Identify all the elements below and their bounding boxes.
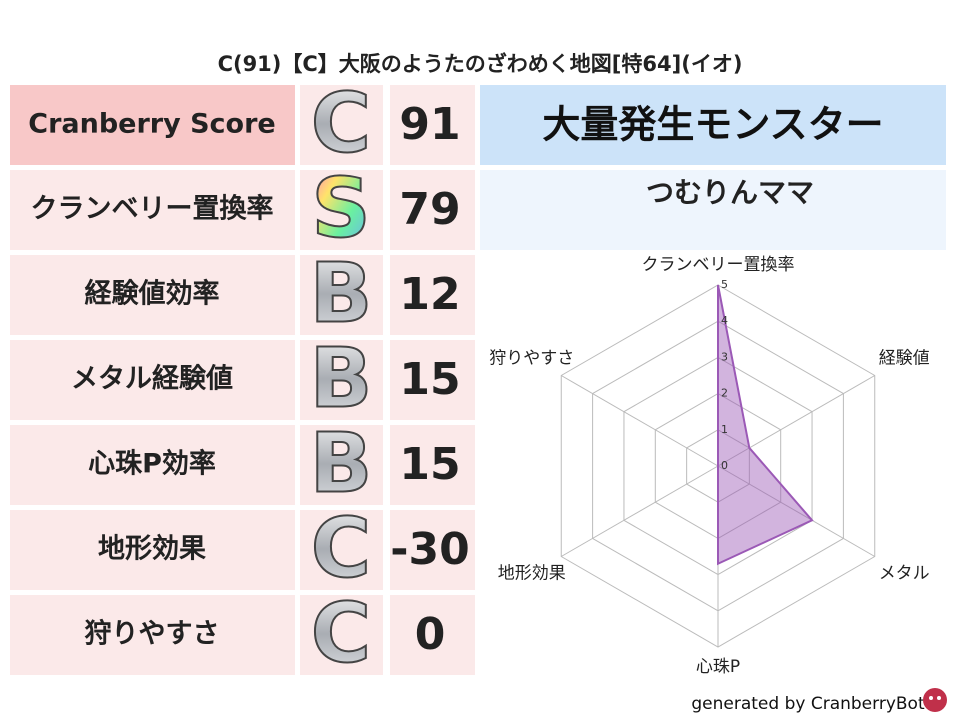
value-cell (390, 85, 475, 165)
axis-line (717, 465, 876, 557)
axis-label: クランベリー置換率 (642, 255, 795, 275)
grade: C (311, 586, 371, 681)
bot-eye (937, 696, 941, 700)
r-tick-label: 3 (721, 350, 728, 363)
score-label: 心珠P効率 (88, 448, 216, 480)
monster-name: つむりんママ (646, 176, 814, 209)
value-cell (390, 510, 475, 590)
label-cell (10, 340, 295, 420)
grade: B (310, 416, 373, 511)
grade-cell (300, 170, 383, 250)
grade-cell (300, 255, 383, 335)
value-cell (390, 340, 475, 420)
label-cell (10, 510, 295, 590)
axis-label: 経験値 (879, 349, 930, 369)
monster-header: 大量発生モンスター (542, 103, 883, 147)
axis-label: 狩りやすさ (489, 349, 574, 369)
grade-cell (300, 595, 383, 675)
score-label: クランベリー置換率 (31, 193, 274, 225)
label-cell (10, 425, 295, 505)
grade: B (310, 246, 373, 341)
score-label: 狩りやすさ (85, 619, 220, 650)
footer: generated by CranberryBot (691, 694, 925, 714)
r-tick-label: 2 (721, 387, 728, 400)
label-cell (10, 595, 295, 675)
r-tick-label: 1 (721, 423, 728, 436)
score-label: 地形効果 (98, 533, 206, 565)
value-cell (390, 170, 475, 250)
score-label: 経験値効率 (85, 278, 220, 310)
axis-label: 地形効果 (498, 564, 566, 584)
grade-cell (300, 425, 383, 505)
data-area (717, 284, 814, 566)
label-cell (10, 85, 295, 165)
grade: C (311, 76, 371, 171)
score-value: 12 (399, 269, 460, 320)
score-label: メタル経験値 (71, 363, 233, 395)
r-tick-label: 5 (721, 278, 728, 291)
score-value: -30 (390, 524, 470, 575)
value-cell (390, 595, 475, 675)
monster-header-box (480, 85, 946, 165)
axis-label: メタル (879, 564, 930, 584)
grade-cell (300, 510, 383, 590)
value-cell (390, 425, 475, 505)
grade: S (311, 161, 370, 256)
score-value: 91 (399, 99, 460, 150)
axis-line (717, 375, 876, 467)
label-cell (10, 255, 295, 335)
score-value: 15 (399, 354, 460, 405)
bot-eye (929, 696, 933, 700)
axis-line (560, 465, 719, 557)
bot-icon (923, 688, 947, 712)
score-label: Cranberry Score (28, 109, 275, 140)
grade: C (311, 501, 371, 596)
r-tick-label: 4 (721, 314, 728, 327)
axis-line (560, 375, 719, 467)
page-title: C(91)【C】大阪のようたのざわめく地図[特64](イオ) (218, 52, 743, 76)
value-cell (390, 255, 475, 335)
monster-name-box (480, 170, 946, 250)
score-table: Cranberry Score C 91 クランベリー置換率 S 79 経験値効率 B 12 メタ… (10, 75, 475, 682)
r-tick-label: 0 (721, 459, 728, 472)
grade-cell (300, 85, 383, 165)
score-value: 15 (399, 439, 460, 490)
score-value: 79 (399, 184, 460, 235)
axis-label: 心珠P (696, 657, 740, 677)
score-value: 0 (415, 609, 446, 660)
grade: B (310, 331, 373, 426)
grade-cell (300, 340, 383, 420)
label-cell (10, 170, 295, 250)
